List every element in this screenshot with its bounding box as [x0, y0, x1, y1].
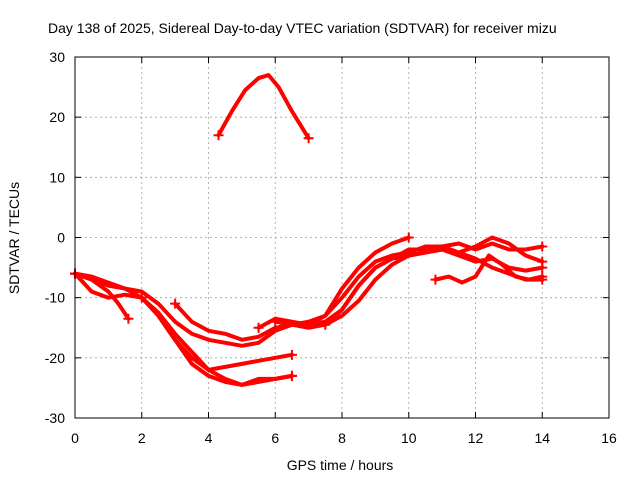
series-line-arc-low-a: [73, 271, 294, 387]
y-tick-label: 0: [57, 230, 65, 246]
y-tick-label: -10: [45, 290, 65, 306]
y-axis: 30 20 10 0 -10 -20 -30: [45, 49, 609, 426]
y-tick-label: -30: [45, 410, 65, 426]
data-point: [430, 274, 441, 285]
x-tick-label: 14: [534, 430, 550, 446]
data-point: [286, 349, 297, 360]
data-point: [253, 322, 264, 333]
x-tick-label: 10: [401, 430, 417, 446]
data-point: [537, 262, 548, 273]
data-point: [123, 313, 134, 324]
data-point: [213, 130, 224, 141]
data-point: [320, 319, 331, 330]
x-tick-label: 12: [468, 430, 484, 446]
y-tick-label: 10: [49, 169, 65, 185]
y-tick-label: 20: [49, 109, 65, 125]
x-tick-label: 8: [338, 430, 346, 446]
data-point: [537, 241, 548, 252]
chart-title: Day 138 of 2025, Sidereal Day-to-day VTE…: [48, 20, 557, 36]
x-tick-label: 4: [205, 430, 213, 446]
y-tick-label: 30: [49, 49, 65, 65]
x-axis-label: GPS time / hours: [287, 457, 394, 473]
y-axis-label: SDTVAR / TECUs: [6, 182, 22, 294]
series-line-arc-i: [433, 253, 545, 285]
x-axis: 0 2 4 6 8 10 12 14 16: [71, 57, 617, 446]
data-point: [403, 232, 414, 243]
x-tick-label: 2: [138, 430, 146, 446]
grid: [75, 57, 609, 418]
series-line-arc-high: [216, 73, 311, 141]
data-point: [270, 316, 281, 327]
x-tick-label: 6: [271, 430, 279, 446]
data-point: [303, 133, 314, 144]
series-line-arc-f: [256, 235, 411, 330]
data-point: [170, 298, 181, 309]
series-line-arc-low-b: [139, 295, 294, 387]
series-line-arc-c: [73, 271, 294, 372]
x-tick-label: 16: [601, 430, 617, 446]
data-point: [286, 370, 297, 381]
data-point: [537, 271, 548, 282]
x-tick-label: 0: [71, 430, 79, 446]
y-tick-label: -20: [45, 350, 65, 366]
